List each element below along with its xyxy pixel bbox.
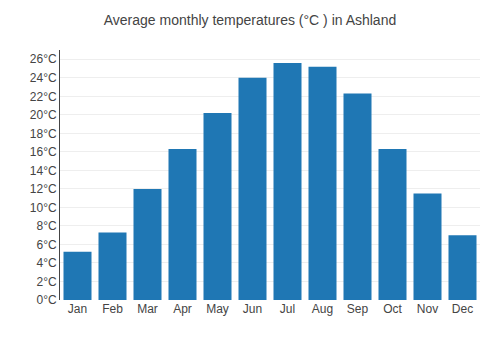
svg-text:24°C: 24°C xyxy=(30,71,57,85)
svg-text:16°C: 16°C xyxy=(30,145,57,159)
svg-text:Oct: Oct xyxy=(383,302,402,316)
svg-text:Feb: Feb xyxy=(102,302,123,316)
svg-text:2°C: 2°C xyxy=(36,275,56,289)
svg-text:12°C: 12°C xyxy=(30,182,57,196)
svg-text:Average monthly temperatures (: Average monthly temperatures (°C ) in As… xyxy=(104,12,396,28)
svg-text:Jul: Jul xyxy=(280,302,295,316)
svg-text:Aug: Aug xyxy=(312,302,333,316)
svg-text:18°C: 18°C xyxy=(30,127,57,141)
svg-text:Jun: Jun xyxy=(243,302,262,316)
svg-text:0°C: 0°C xyxy=(36,293,56,307)
svg-text:20°C: 20°C xyxy=(30,108,57,122)
svg-text:6°C: 6°C xyxy=(36,238,56,252)
svg-text:Apr: Apr xyxy=(173,302,192,316)
svg-text:Nov: Nov xyxy=(417,302,438,316)
svg-text:Sep: Sep xyxy=(347,302,369,316)
svg-text:Dec: Dec xyxy=(452,302,473,316)
svg-text:10°C: 10°C xyxy=(30,201,57,215)
svg-text:14°C: 14°C xyxy=(30,164,57,178)
svg-text:8°C: 8°C xyxy=(36,219,56,233)
svg-text:Jan: Jan xyxy=(68,302,87,316)
svg-text:22°C: 22°C xyxy=(30,90,57,104)
svg-text:4°C: 4°C xyxy=(36,256,56,270)
svg-text:26°C: 26°C xyxy=(30,52,57,66)
svg-text:Mar: Mar xyxy=(137,302,158,316)
svg-text:May: May xyxy=(206,302,229,316)
